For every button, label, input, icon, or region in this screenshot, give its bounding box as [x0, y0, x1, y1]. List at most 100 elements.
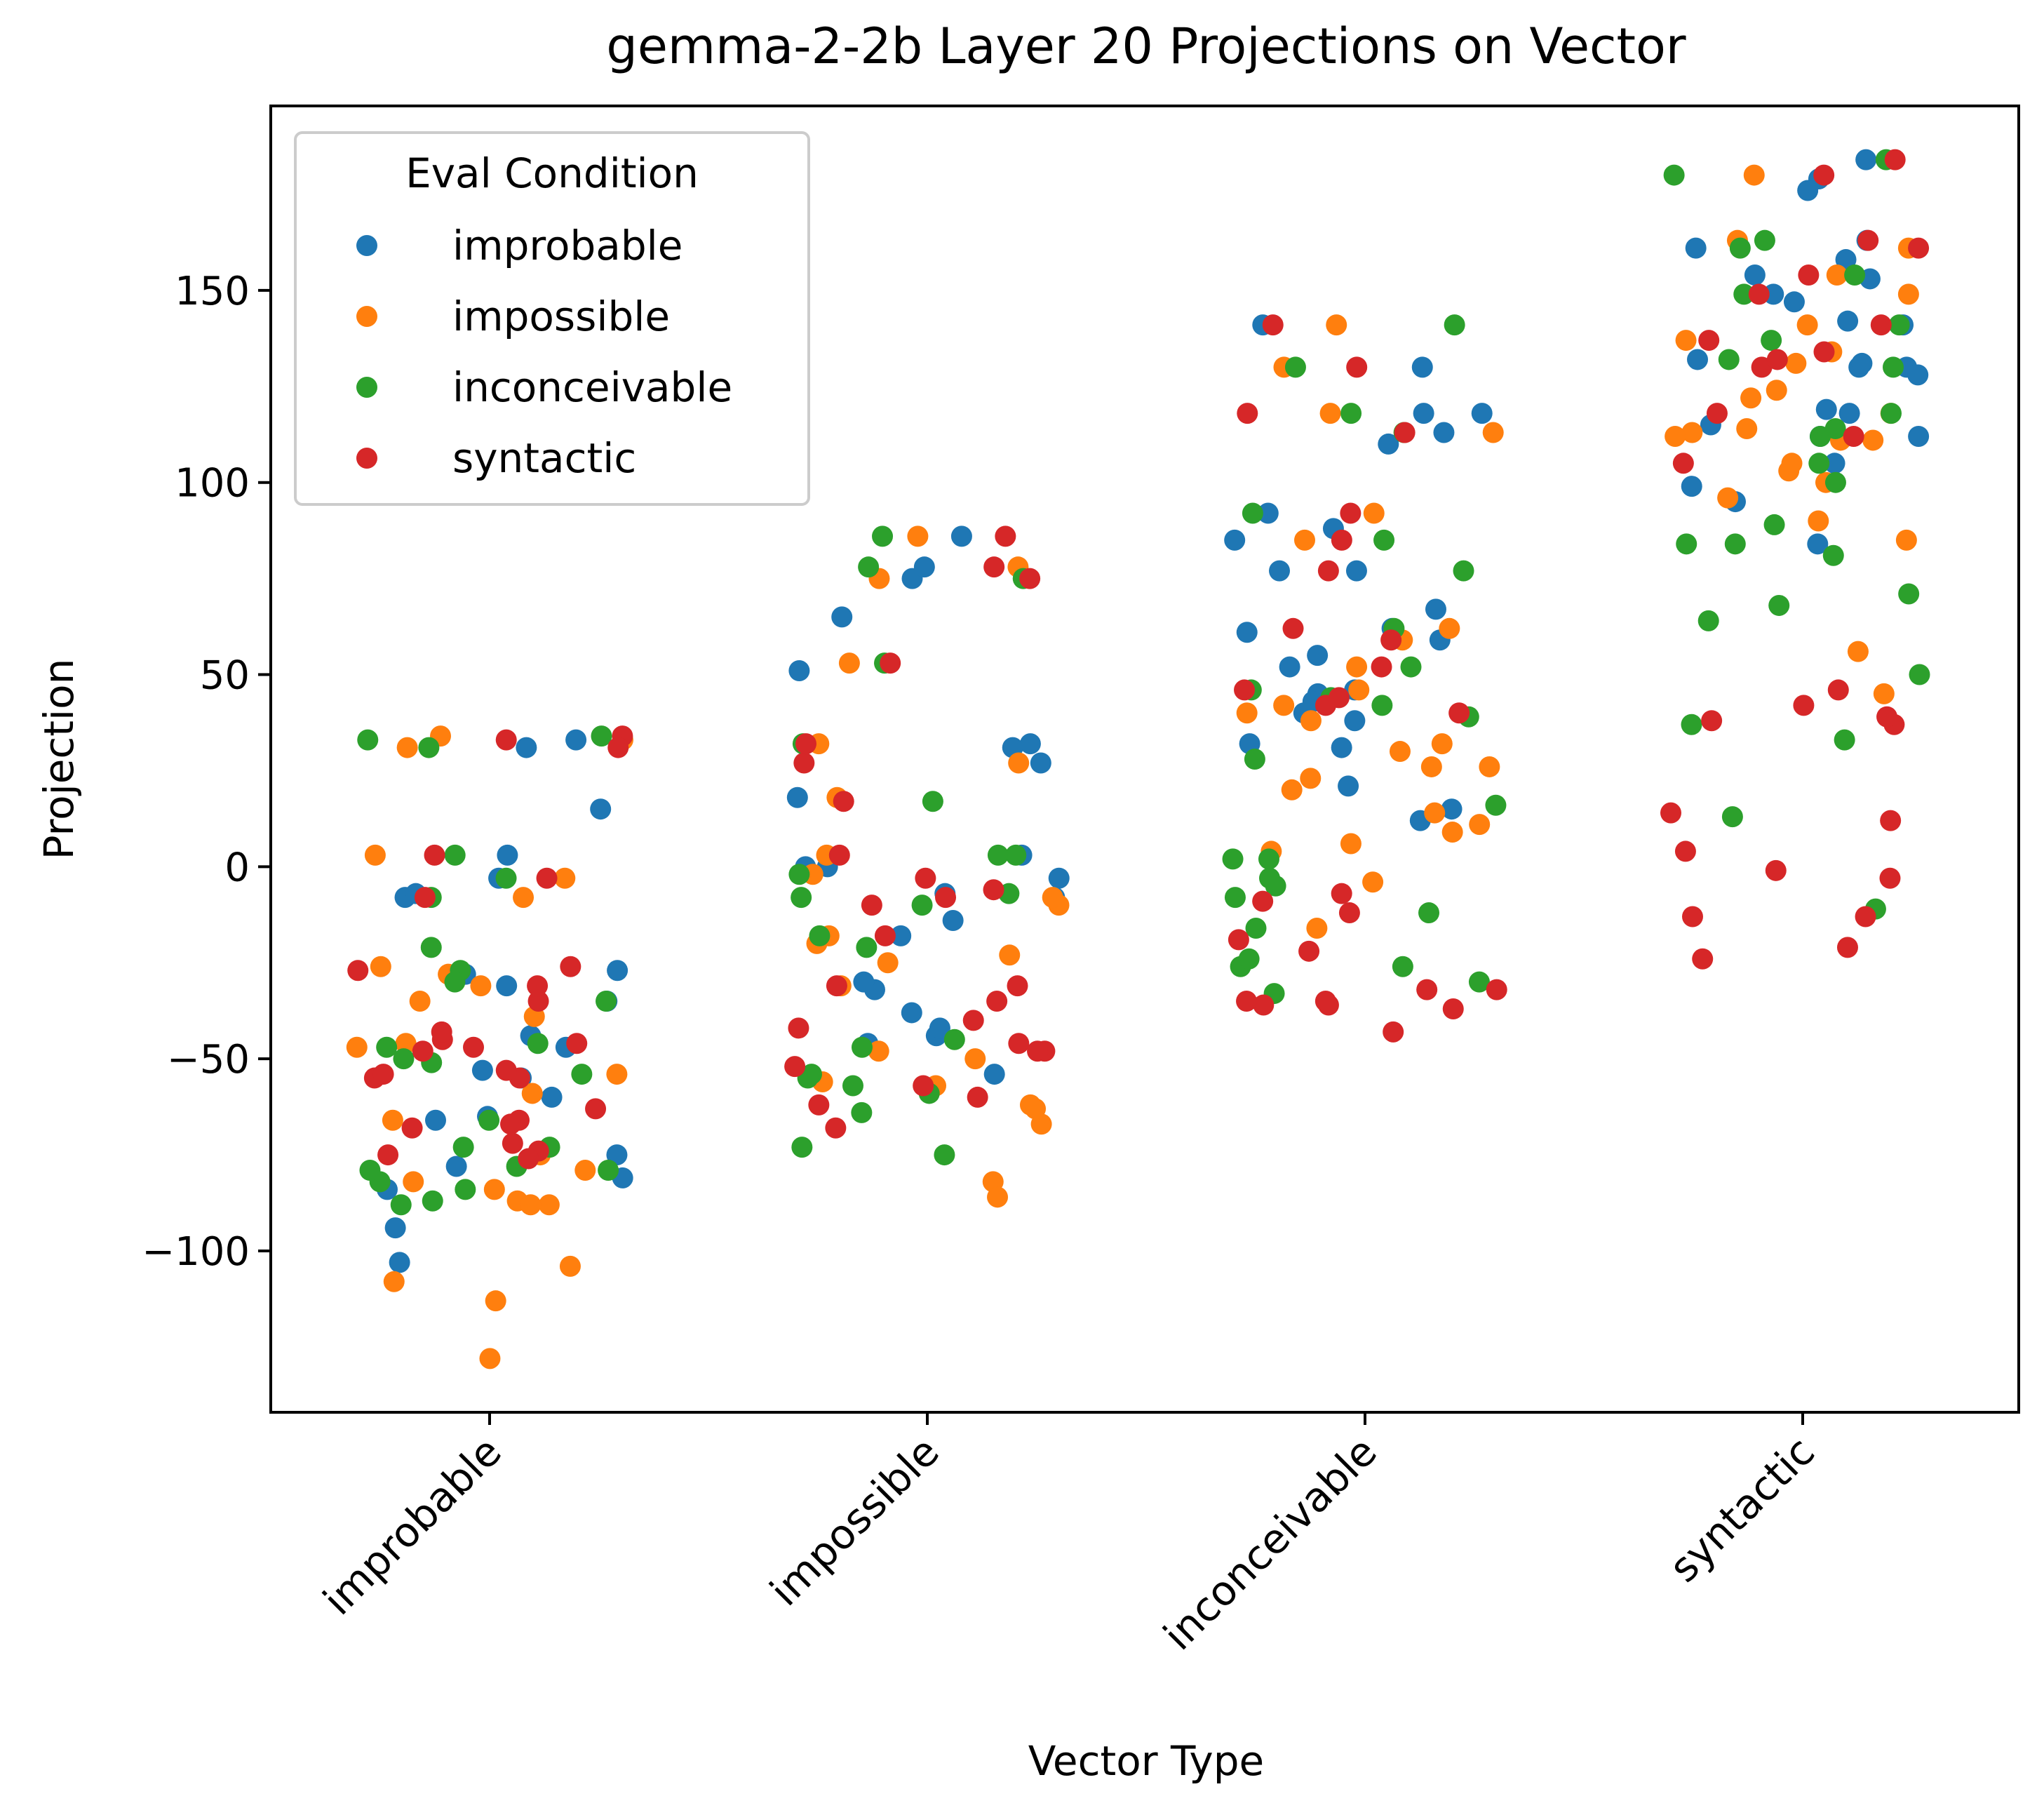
data-point [1413, 403, 1434, 424]
data-point [431, 1021, 452, 1043]
data-point [1836, 937, 1858, 958]
data-point [1796, 314, 1818, 336]
data-point [1362, 871, 1384, 893]
data-point [1471, 403, 1493, 424]
data-point [1400, 656, 1422, 678]
data-point [1331, 883, 1352, 904]
data-point [874, 925, 896, 946]
data-point [1721, 806, 1743, 828]
data-point [1273, 695, 1295, 716]
data-point [1717, 487, 1739, 509]
data-point [1862, 429, 1884, 451]
data-point [527, 991, 549, 1012]
x-axis-label: Vector Type [1028, 1737, 1264, 1785]
data-point [858, 556, 880, 578]
data-point [1380, 629, 1402, 651]
data-point [1783, 291, 1805, 313]
data-point [1482, 422, 1504, 443]
data-point [868, 1040, 889, 1062]
data-point [1242, 502, 1263, 524]
data-point [1340, 502, 1361, 524]
y-axis-label: Projection [35, 659, 83, 860]
legend-marker [356, 377, 377, 398]
data-point [1048, 867, 1070, 889]
data-point [791, 887, 812, 909]
data-point [485, 1290, 506, 1312]
data-point [1754, 229, 1775, 251]
data-point [372, 1064, 394, 1085]
data-point [1007, 975, 1028, 997]
data-point [497, 844, 518, 866]
data-point [1676, 533, 1697, 555]
data-point [1420, 756, 1442, 777]
data-point [500, 1113, 522, 1135]
data-point [1736, 418, 1758, 440]
data-point [478, 1109, 500, 1131]
data-point [1416, 979, 1438, 1000]
data-point [913, 1075, 934, 1097]
data-point [607, 960, 628, 982]
data-point [1389, 741, 1411, 763]
data-point [444, 971, 466, 993]
data-point [788, 1017, 809, 1039]
data-point [357, 729, 379, 751]
data-point [1763, 283, 1784, 305]
data-point [452, 1137, 474, 1158]
data-point [1822, 544, 1844, 566]
data-point [1340, 403, 1362, 424]
data-point [1441, 822, 1463, 843]
data-point [851, 1036, 873, 1058]
data-point [527, 975, 549, 997]
data-point [1238, 948, 1260, 970]
data-point [495, 1059, 517, 1081]
data-point [1340, 833, 1361, 855]
data-point [1279, 656, 1300, 678]
data-point [987, 1186, 1009, 1208]
data-point [1876, 706, 1898, 728]
data-point [1008, 1033, 1030, 1054]
data-point [370, 956, 391, 977]
data-point [383, 1271, 405, 1292]
data-point [1733, 283, 1755, 305]
data-point [786, 786, 808, 808]
data-point [565, 729, 587, 751]
data-point [907, 525, 929, 547]
data-point [1394, 422, 1416, 443]
data-point [1857, 229, 1879, 251]
data-point [1281, 779, 1303, 801]
data-point [1706, 403, 1728, 424]
data-point [1371, 695, 1393, 716]
data-point [1798, 264, 1820, 286]
data-point [833, 791, 854, 812]
data-point [1665, 425, 1686, 447]
data-point [1252, 890, 1274, 912]
data-point [911, 895, 933, 916]
data-point [828, 844, 850, 866]
data-point [1761, 330, 1782, 351]
data-point [1019, 733, 1041, 755]
data-point [1306, 917, 1328, 939]
data-point [471, 1059, 493, 1081]
data-point [1834, 729, 1855, 751]
y-tick-label: 100 [175, 461, 250, 507]
data-point [1237, 403, 1258, 424]
data-point [1827, 679, 1849, 701]
data-point [1879, 867, 1901, 889]
data-point [853, 971, 875, 993]
data-point [1909, 664, 1930, 685]
data-point [1855, 906, 1876, 927]
data-point [347, 960, 369, 982]
data-point [516, 737, 537, 758]
data-point [1815, 399, 1837, 420]
data-point [809, 925, 831, 946]
data-point [1895, 529, 1917, 551]
data-point [1300, 768, 1322, 789]
data-point [382, 1109, 403, 1131]
data-point [950, 525, 972, 547]
data-point [826, 975, 847, 997]
data-point [1448, 702, 1470, 724]
data-point [560, 956, 581, 977]
legend-entry-label: inconceivable [452, 363, 732, 411]
data-point [1258, 848, 1279, 870]
